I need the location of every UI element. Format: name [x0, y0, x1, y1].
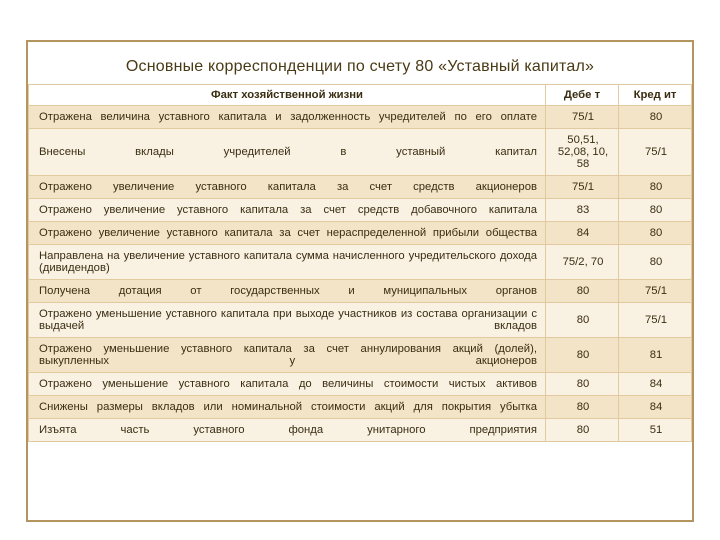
cell-debit: 80 — [546, 373, 619, 396]
table-row: Внесены вклады учредителей в уставный ка… — [29, 129, 692, 176]
cell-debit: 50,51, 52,08, 10, 58 — [546, 129, 619, 176]
header-fact: Факт хозяйственной жизни — [29, 85, 546, 106]
slide: Основные корреспонденции по счету 80 «Ус… — [0, 0, 720, 540]
cell-debit: 84 — [546, 222, 619, 245]
cell-credit: 80 — [619, 106, 692, 129]
cell-fact: Отражено увеличение уставного капитала з… — [29, 199, 546, 222]
table-row: Отражено уменьшение уставного капитала з… — [29, 338, 692, 373]
cell-debit: 75/2, 70 — [546, 245, 619, 280]
cell-fact: Получена дотация от государственных и му… — [29, 280, 546, 303]
cell-fact: Изъята часть уставного фонда унитарного … — [29, 419, 546, 442]
table-row: Отражено увеличение уставного капитала з… — [29, 199, 692, 222]
table-row: Получена дотация от государственных и му… — [29, 280, 692, 303]
cell-fact: Отражена величина уставного капитала и з… — [29, 106, 546, 129]
cell-debit: 80 — [546, 396, 619, 419]
table-row: Отражено увеличение уставного капитала з… — [29, 222, 692, 245]
table-row: Направлена на увеличение уставного капит… — [29, 245, 692, 280]
table-row: Снижены размеры вкладов или номинальной … — [29, 396, 692, 419]
cell-fact: Отражено уменьшение уставного капитала з… — [29, 338, 546, 373]
cell-credit: 80 — [619, 199, 692, 222]
cell-debit: 75/1 — [546, 106, 619, 129]
title: Основные корреспонденции по счету 80 «Ус… — [28, 52, 692, 84]
table-row: Отражено увеличение уставного капитала з… — [29, 176, 692, 199]
table-row: Отражено уменьшение уставного капитала п… — [29, 303, 692, 338]
cell-credit: 80 — [619, 222, 692, 245]
table-row: Изъята часть уставного фонда унитарного … — [29, 419, 692, 442]
cell-debit: 80 — [546, 280, 619, 303]
cell-fact: Направлена на увеличение уставного капит… — [29, 245, 546, 280]
cell-fact: Отражено увеличение уставного капитала з… — [29, 222, 546, 245]
cell-credit: 75/1 — [619, 280, 692, 303]
correspondence-table: Факт хозяйственной жизни Дебе т Кред ит … — [28, 84, 692, 442]
table-row: Отражено уменьшение уставного капитала д… — [29, 373, 692, 396]
cell-credit: 80 — [619, 245, 692, 280]
cell-fact: Снижены размеры вкладов или номинальной … — [29, 396, 546, 419]
cell-credit: 84 — [619, 396, 692, 419]
cell-credit: 80 — [619, 176, 692, 199]
cell-fact: Отражено уменьшение уставного капитала д… — [29, 373, 546, 396]
cell-debit: 83 — [546, 199, 619, 222]
cell-debit: 80 — [546, 303, 619, 338]
cell-credit: 75/1 — [619, 303, 692, 338]
cell-credit: 81 — [619, 338, 692, 373]
cell-fact: Отражено уменьшение уставного капитала п… — [29, 303, 546, 338]
main-panel: Основные корреспонденции по счету 80 «Ус… — [26, 40, 694, 522]
table-body: Отражена величина уставного капитала и з… — [29, 106, 692, 442]
table-row: Отражена величина уставного капитала и з… — [29, 106, 692, 129]
cell-fact: Внесены вклады учредителей в уставный ка… — [29, 129, 546, 176]
cell-credit: 75/1 — [619, 129, 692, 176]
cell-credit: 51 — [619, 419, 692, 442]
header-debit: Дебе т — [546, 85, 619, 106]
cell-fact: Отражено увеличение уставного капитала з… — [29, 176, 546, 199]
cell-credit: 84 — [619, 373, 692, 396]
cell-debit: 75/1 — [546, 176, 619, 199]
cell-debit: 80 — [546, 419, 619, 442]
cell-debit: 80 — [546, 338, 619, 373]
table-head: Факт хозяйственной жизни Дебе т Кред ит — [29, 85, 692, 106]
header-credit: Кред ит — [619, 85, 692, 106]
